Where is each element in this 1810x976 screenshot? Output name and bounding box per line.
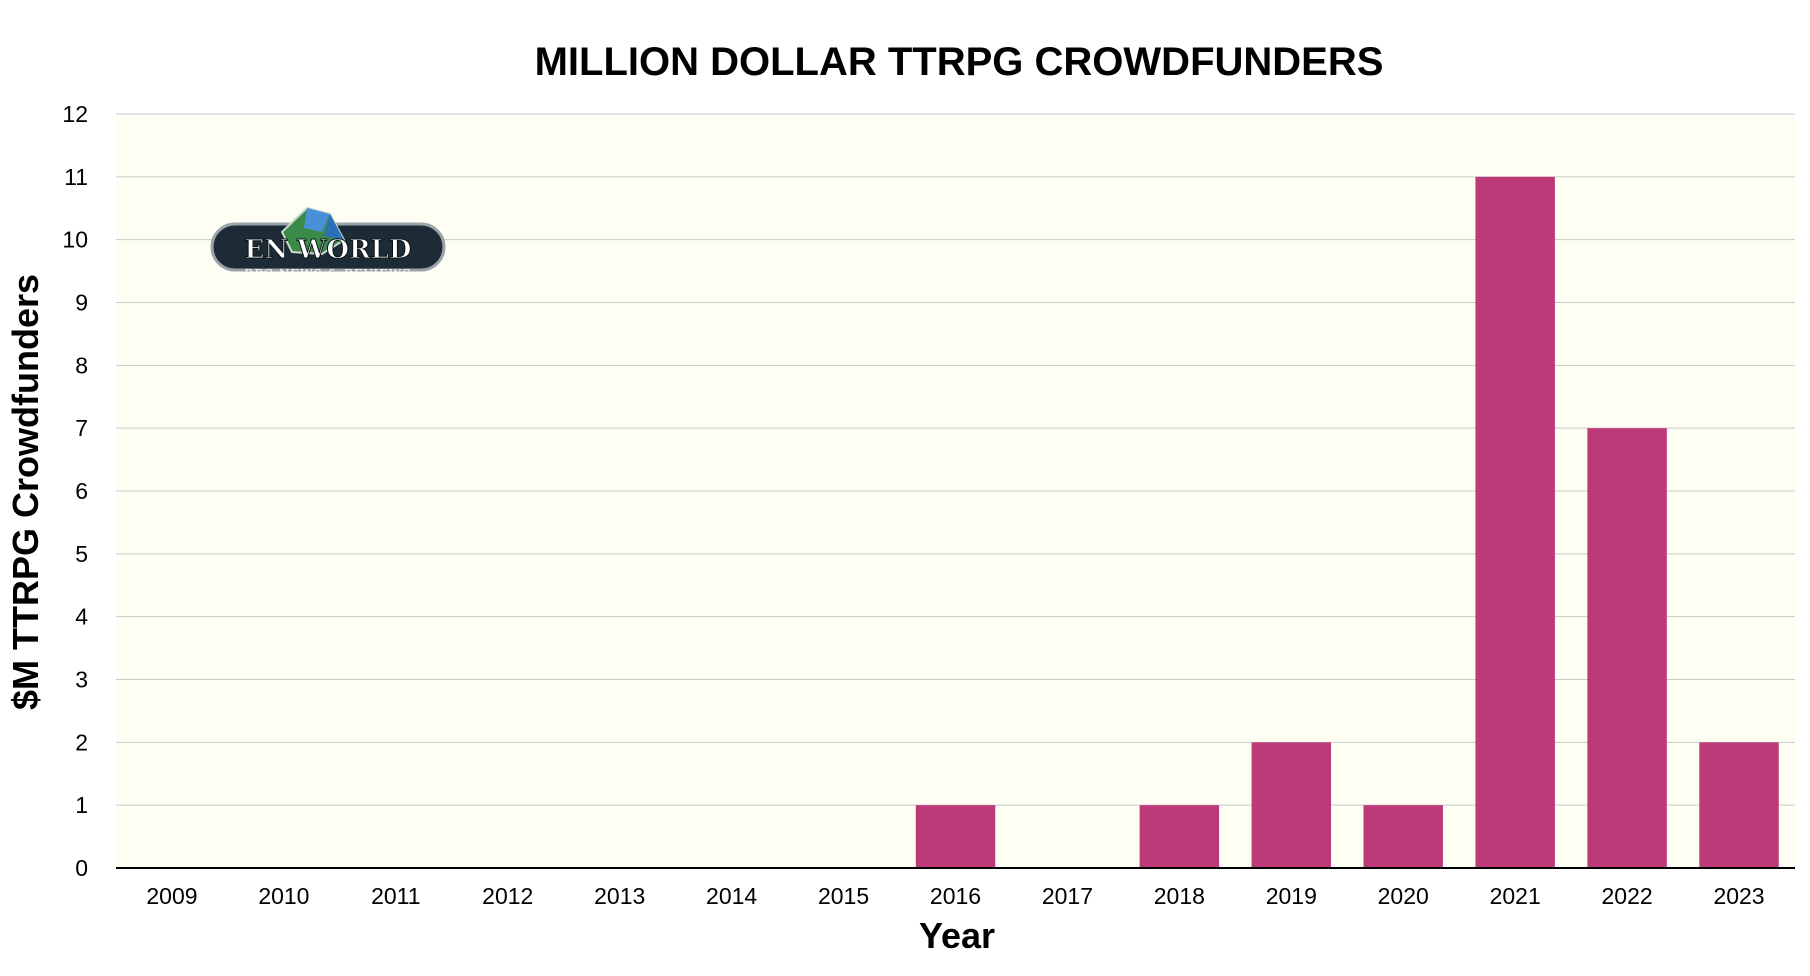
x-tick-label: 2018 (1154, 883, 1205, 909)
en-world-logo: EN WORLD RPG NEWS & REVIEWS (210, 206, 446, 281)
bar-2020 (1363, 805, 1443, 868)
bar-2016 (915, 805, 996, 868)
x-tick-label: 2014 (706, 883, 757, 909)
bar-2023 (1699, 742, 1779, 868)
y-tick-label: 10 (62, 227, 88, 253)
y-tick-label: 3 (75, 667, 88, 693)
y-tick-label: 2 (75, 729, 88, 755)
logo-gem-facet (304, 208, 330, 232)
logo-brand-text: EN WORLD (245, 235, 412, 265)
x-tick-label: 2012 (482, 883, 533, 909)
x-tick-label: 2017 (1042, 883, 1093, 909)
logo-tagline-text: RPG NEWS & REVIEWS (244, 267, 411, 281)
y-tick-label: 0 (75, 855, 88, 881)
bars (915, 176, 1779, 869)
x-axis-title: Year (919, 915, 995, 956)
x-tick-label: 2020 (1378, 883, 1429, 909)
y-tick-label: 7 (75, 415, 88, 441)
x-tick-label: 2015 (818, 883, 869, 909)
y-axis-title: $M TTRPG Crowdfunders (5, 274, 46, 710)
bar-2018 (1139, 805, 1220, 868)
x-tick-label: 2010 (258, 883, 309, 909)
logo-gem-facet-2 (324, 214, 344, 240)
y-tick-label: 11 (64, 164, 88, 190)
bar-2019 (1251, 742, 1332, 868)
x-tick-label: 2019 (1266, 883, 1317, 909)
y-tick-label: 6 (75, 478, 88, 504)
y-tick-label: 1 (75, 792, 88, 818)
y-tick-label: 8 (75, 352, 88, 378)
x-tick-label: 2021 (1490, 883, 1541, 909)
bar-2021 (1475, 176, 1555, 869)
x-tick-label: 2009 (146, 883, 197, 909)
y-tick-label: 12 (62, 101, 88, 127)
x-tick-label: 2016 (930, 883, 981, 909)
x-tick-labels: 2009 2010 2011 2012 2013 2014 2015 2016 2017 2018… (146, 883, 1764, 909)
x-tick-label: 2013 (594, 883, 645, 909)
y-tick-label: 4 (75, 604, 88, 630)
bar-2022 (1587, 428, 1667, 868)
chart-title: MILLION DOLLAR TTRPG CROWDFUNDERS (535, 40, 1384, 84)
x-tick-label: 2023 (1713, 883, 1764, 909)
y-tick-label: 5 (75, 541, 88, 567)
x-tick-label: 2022 (1602, 883, 1653, 909)
y-tick-label: 9 (75, 290, 88, 316)
x-tick-label: 2011 (371, 883, 420, 909)
